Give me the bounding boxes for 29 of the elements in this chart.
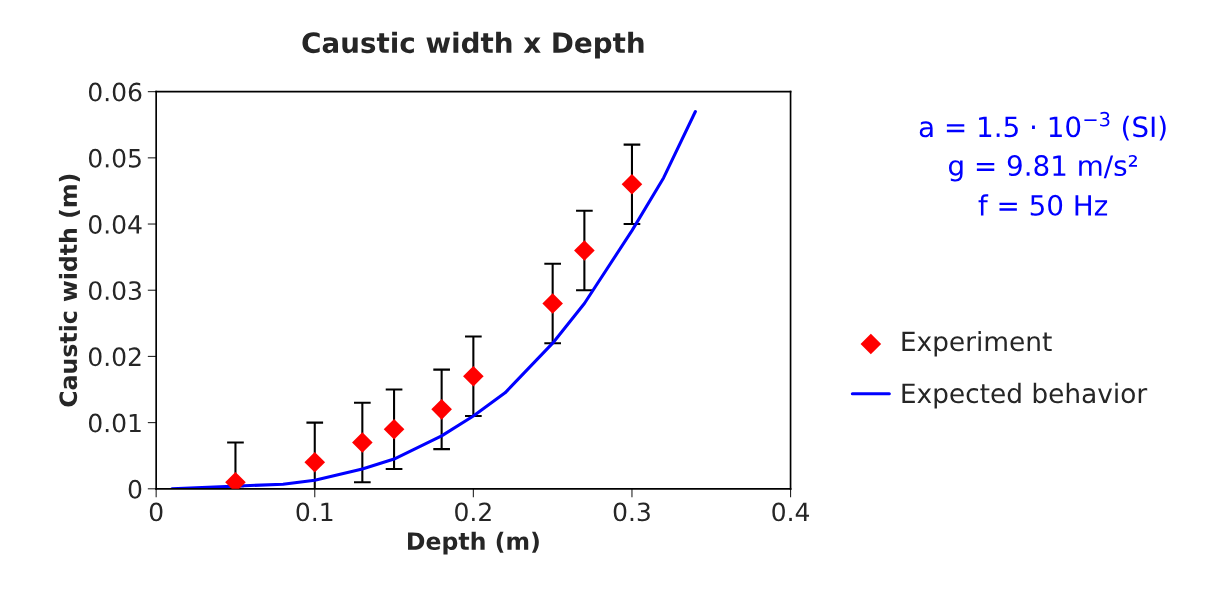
y-tick-label: 0.05: [88, 148, 141, 168]
y-tick-label: 0.01: [88, 413, 141, 433]
y-tick-label: 0.04: [88, 214, 142, 234]
x-tick-label: 0: [149, 502, 163, 522]
x-tick-label: 0.2: [455, 502, 491, 522]
y-axis-title: Caustic width (m): [58, 174, 80, 407]
point: [352, 432, 373, 453]
point: [621, 174, 643, 195]
point: [542, 293, 563, 314]
line-series: [170, 109, 697, 489]
x-tick-label: 0.1: [296, 502, 333, 522]
x-tick-label: 0.3: [613, 502, 650, 522]
y-tick-label: 0.06: [88, 82, 142, 102]
text: f = 50 Hz: [978, 194, 1108, 216]
legend-label: Experiment: [902, 330, 1052, 357]
text: g = 9.81 m/s²: [949, 155, 1137, 182]
point: [463, 365, 484, 387]
point: [383, 418, 405, 440]
y-tick-label: 0.02: [88, 347, 141, 367]
text: a = 1.5 · 10$^{−3}$ (SI): [919, 111, 1166, 141]
legend-label: Expected behavior: [902, 382, 1148, 409]
point: [431, 399, 452, 420]
chart-title: Caustic width x Depth: [302, 31, 644, 59]
x-tick-label: 0.4: [772, 502, 810, 522]
y-tick-label: 0.03: [88, 281, 141, 301]
x-axis-title: Depth (m): [408, 531, 539, 555]
y-tick-label: 0: [128, 479, 142, 499]
point: [304, 452, 326, 473]
point: [574, 240, 595, 261]
